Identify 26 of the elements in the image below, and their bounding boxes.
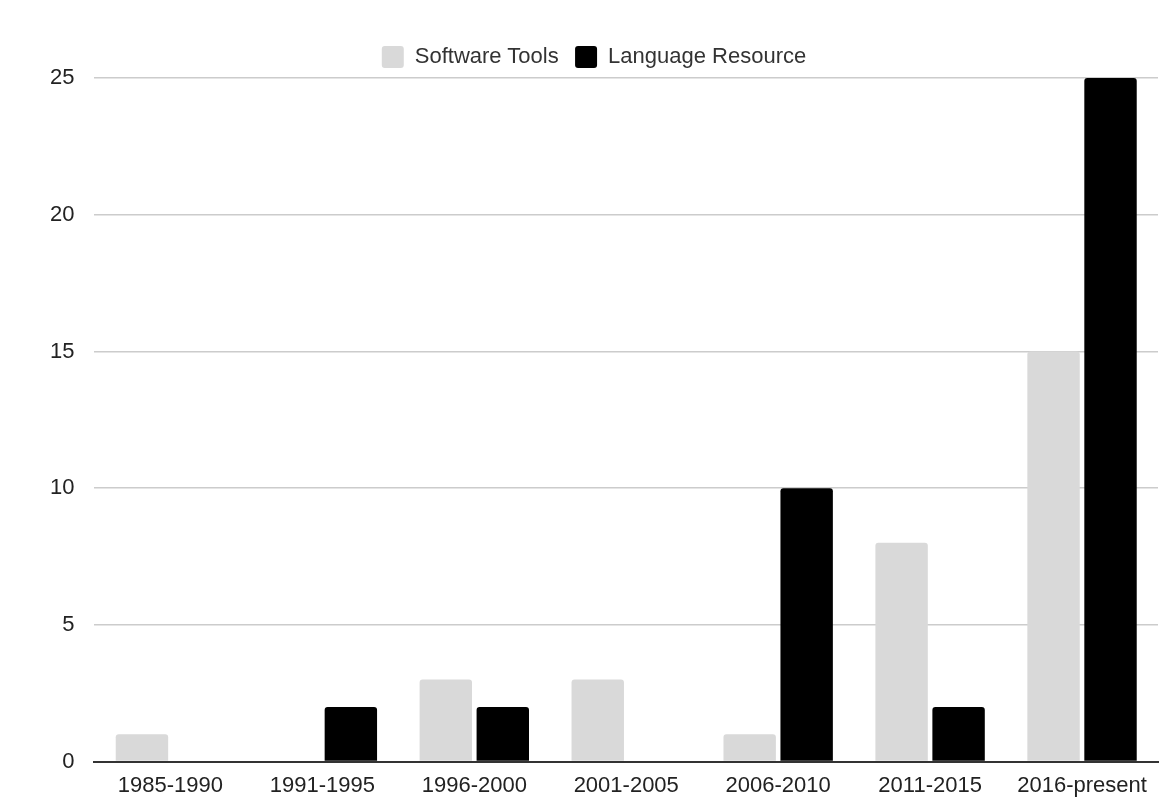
legend-label: Language Resource (608, 43, 807, 69)
bar (723, 734, 776, 761)
x-tick-label: 2006-2010 (725, 771, 831, 797)
y-tick-label: 0 (62, 747, 75, 773)
x-tick-label: 1991-1995 (269, 771, 375, 797)
y-tick-label: 20 (49, 200, 75, 226)
bar (571, 679, 624, 761)
legend-label: Software Tools (414, 43, 559, 69)
x-tick-label: 2016-present (1017, 771, 1147, 797)
bar (780, 488, 833, 761)
x-tick-label: 2011-2015 (878, 771, 982, 797)
y-tick-label: 25 (49, 64, 75, 90)
y-tick-label: 10 (49, 474, 75, 500)
y-tick-label: 5 (62, 610, 75, 636)
bar (1084, 78, 1137, 761)
y-tick-label: 15 (49, 337, 75, 363)
bar (115, 734, 169, 761)
x-tick-label: 1996-2000 (421, 771, 527, 797)
bar (1027, 351, 1080, 761)
x-tick-label: 1985-1990 (117, 771, 224, 797)
bar (476, 706, 529, 761)
bar (932, 706, 985, 761)
bar (875, 542, 928, 761)
bar (419, 679, 473, 761)
x-tick-label: 2001-2005 (573, 771, 679, 797)
bar (324, 706, 378, 761)
